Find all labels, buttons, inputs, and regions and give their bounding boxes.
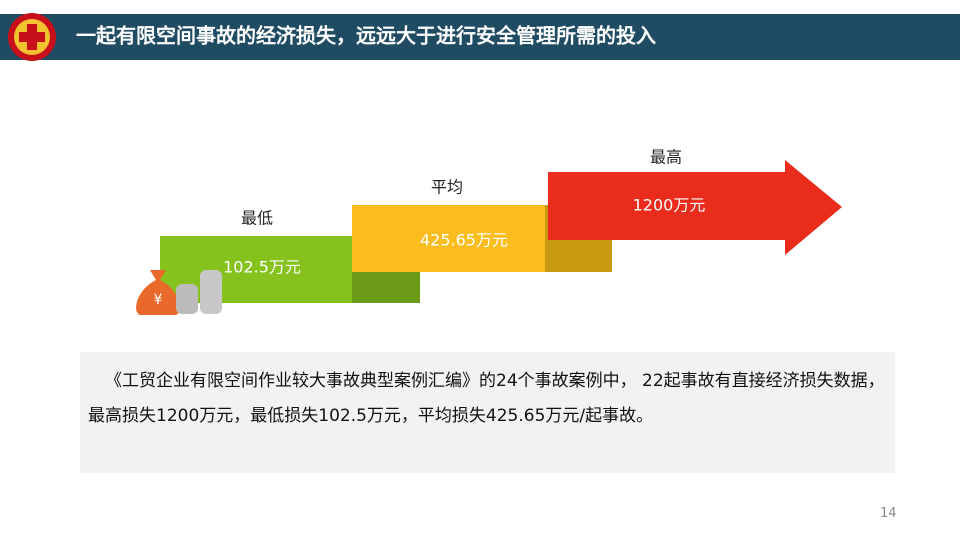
step-label: 最低 xyxy=(241,209,273,228)
header-bar xyxy=(0,14,960,60)
step-value: 102.5万元 xyxy=(223,258,301,277)
title: 一起有限空间事故的经济损失，远远大于进行安全管理所需的投入 xyxy=(76,24,656,48)
logo xyxy=(8,13,56,61)
step-value: 425.65万元 xyxy=(420,231,508,250)
svg-text:¥: ¥ xyxy=(154,292,163,308)
step-label: 平均 xyxy=(431,178,463,197)
step-label: 最高 xyxy=(650,148,682,167)
description: 《工贸企业有限空间作业较大事故典型案例汇编》的24个事故案例中， 22起事故有直… xyxy=(80,352,895,473)
page-number: 14 xyxy=(880,506,897,521)
step-value: 1200万元 xyxy=(633,196,706,215)
money-icon: ¥ xyxy=(136,270,222,315)
